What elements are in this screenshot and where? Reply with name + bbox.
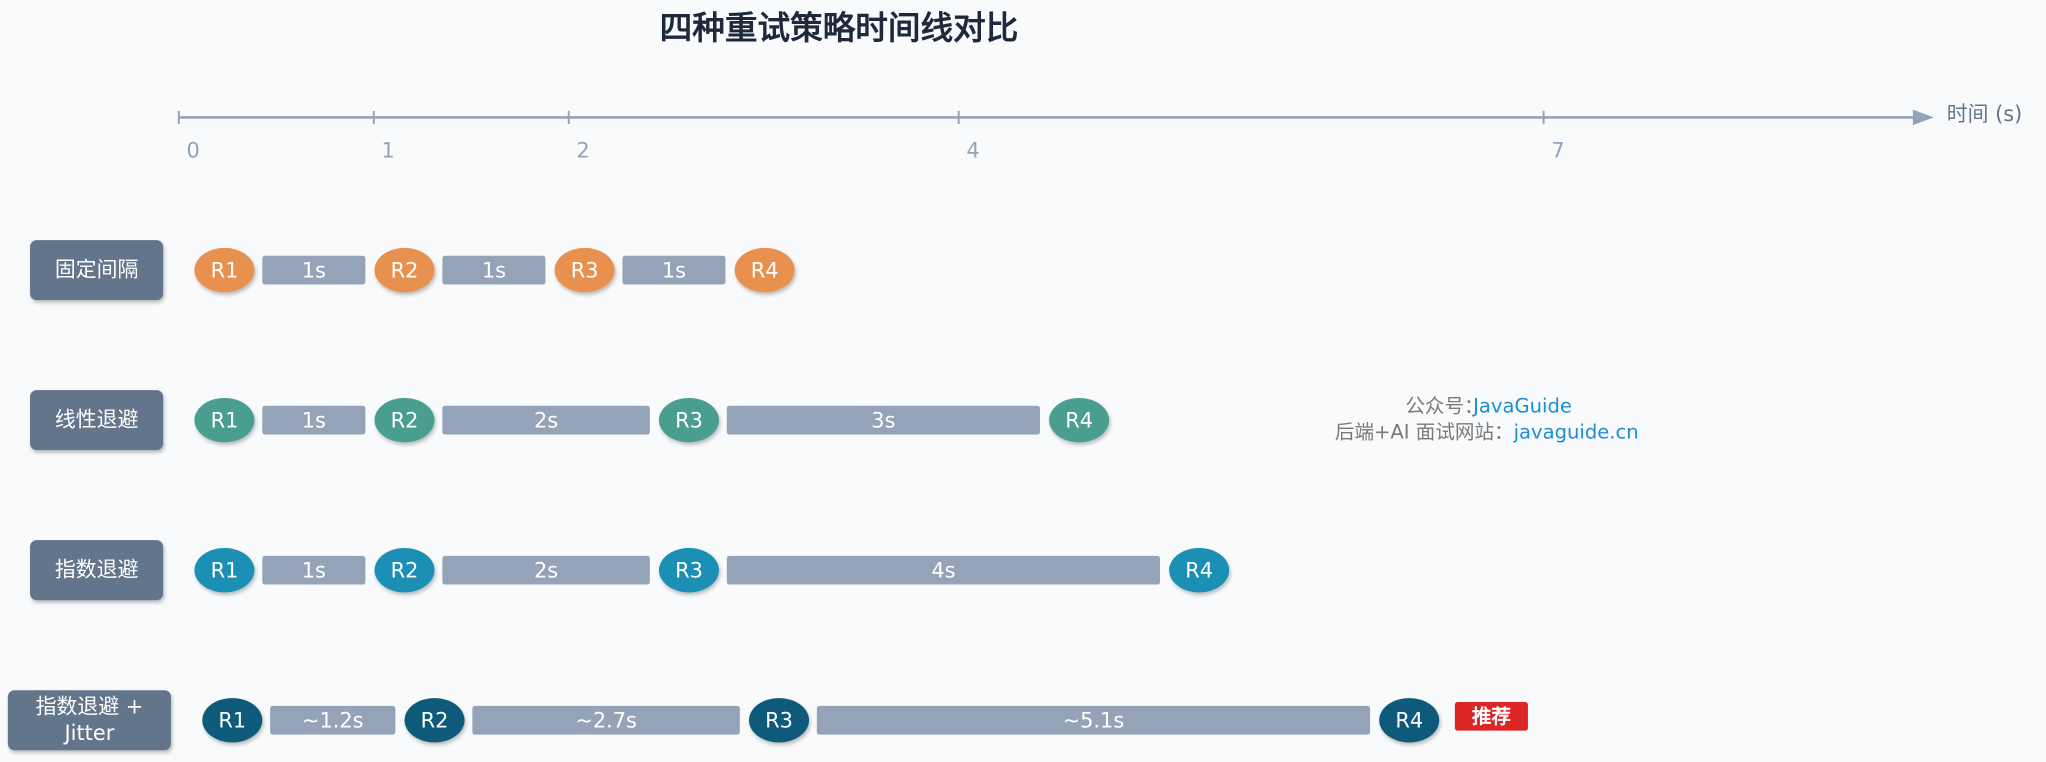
retry-node	[1169, 548, 1230, 593]
retry-label: R1	[211, 408, 239, 432]
interval-bar	[472, 705, 740, 735]
strategy-box	[30, 540, 164, 601]
retry-label: R1	[218, 709, 246, 733]
retry-node	[374, 397, 435, 443]
retry-label: R3	[765, 709, 793, 733]
axis-tick-label: 2	[576, 138, 589, 162]
retry-label: R2	[421, 709, 449, 733]
axis-tick-label: 0	[187, 138, 200, 162]
retry-node	[404, 698, 465, 743]
retry-label: R1	[211, 258, 239, 282]
interval-label: 1s	[662, 258, 686, 282]
interval-label: ~1.2s	[302, 709, 364, 733]
retry-node	[658, 548, 719, 593]
strategy-label-wrap: 指数退避 + Jitter	[35, 694, 144, 746]
interval-label: ~5.1s	[1063, 709, 1125, 733]
retry-node	[748, 698, 810, 743]
title: 四种重试策略时间线对比	[660, 9, 1019, 47]
interval-bar	[622, 255, 726, 285]
retry-node	[734, 247, 795, 293]
strategy-label: 线性退避	[54, 407, 139, 432]
watermark-text: 后端+AI 面试网站：	[1335, 421, 1514, 444]
badge	[1454, 701, 1528, 731]
interval-bar	[726, 555, 1161, 585]
interval-label: 4s	[931, 559, 955, 583]
interval-label: 1s	[302, 559, 326, 583]
interval-bar	[270, 705, 396, 735]
strategy-box	[30, 240, 164, 301]
axis-tick-label: 1	[381, 138, 394, 162]
retry-node	[658, 397, 719, 443]
axis-arrow	[1912, 109, 1934, 126]
retry-label: R2	[391, 408, 419, 432]
interval-label: 1s	[482, 258, 506, 282]
watermark-link[interactable]: JavaGuide	[1471, 395, 1572, 418]
interval-label: 2s	[534, 559, 558, 583]
retry-label: R2	[391, 559, 419, 583]
strategy-label: 指数退避	[54, 557, 139, 582]
interval-bar	[442, 255, 546, 285]
interval-bar	[262, 405, 366, 435]
retry-node	[194, 548, 255, 593]
interval-bar	[442, 405, 650, 435]
axis-label: 时间 (s)	[1947, 102, 2023, 126]
retry-label: R3	[675, 559, 703, 583]
interval-label: ~2.7s	[575, 709, 637, 733]
interval-label: 2s	[534, 408, 558, 432]
strategy-label: 固定间隔	[54, 257, 139, 282]
retry-node	[194, 247, 255, 293]
strategy-box	[30, 390, 164, 451]
retry-label: R3	[675, 408, 703, 432]
watermark-link[interactable]: javaguide.cn	[1513, 421, 1639, 444]
axis-tick-label: 7	[1551, 138, 1564, 162]
interval-bar	[262, 255, 366, 285]
retry-node	[1379, 698, 1440, 743]
interval-bar	[816, 705, 1371, 735]
retry-label: R4	[1395, 709, 1423, 733]
strategy-label-wrap: 线性退避	[54, 407, 139, 432]
retry-node	[374, 247, 435, 293]
retry-label: R1	[211, 559, 239, 583]
retry-node	[1049, 397, 1110, 443]
retry-label: R4	[1065, 408, 1093, 432]
watermark-text: 公众号：	[1405, 395, 1483, 418]
axis-tick-label: 4	[966, 138, 979, 162]
retry-node	[194, 397, 255, 443]
badge-label: 推荐	[1472, 705, 1511, 728]
retry-label: R3	[571, 258, 599, 282]
interval-label: 1s	[302, 408, 326, 432]
interval-label: 1s	[302, 258, 326, 282]
interval-bar	[442, 555, 650, 585]
strategy-box	[7, 690, 171, 751]
interval-bar	[726, 405, 1040, 435]
retry-node	[374, 548, 435, 593]
interval-label: 3s	[871, 408, 895, 432]
retry-label: R2	[391, 258, 419, 282]
retry-node	[554, 247, 615, 293]
strategy-label-wrap: 固定间隔	[54, 257, 139, 282]
retry-label: R4	[751, 258, 779, 282]
interval-bar	[262, 555, 366, 585]
strategy-label: 指数退避 + Jitter	[35, 694, 144, 746]
strategy-label-wrap: 指数退避	[54, 557, 139, 582]
retry-label: R4	[1185, 559, 1213, 583]
retry-node	[202, 698, 263, 743]
